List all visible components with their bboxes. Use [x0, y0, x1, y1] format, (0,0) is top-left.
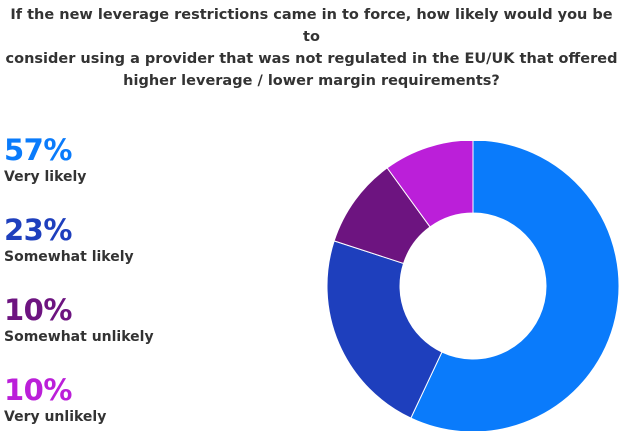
donut-slice-somewhat-likely [326, 240, 443, 419]
legend-item-somewhat-likely: 23% Somewhat likely [4, 213, 264, 266]
donut-chart [326, 141, 620, 431]
legend-value: 23% [4, 213, 72, 247]
legend-label: Very likely [4, 169, 87, 185]
legend-value: 57% [4, 133, 72, 167]
legend-item-very-unlikely: 10% Very unlikely [4, 373, 264, 426]
legend-item-very-likely: 57% Very likely [4, 133, 264, 186]
legend-item-somewhat-unlikely: 10% Somewhat unlikely [4, 293, 264, 346]
legend-label: Somewhat unlikely [4, 329, 154, 345]
donut-slice-very-likely [410, 141, 620, 431]
legend-value: 10% [4, 373, 72, 407]
legend-label: Somewhat likely [4, 249, 134, 265]
legend-value: 10% [4, 293, 72, 327]
chart-title: If the new leverage restrictions came in… [5, 7, 618, 89]
donut-slice-very-unlikely [386, 141, 474, 228]
legend-label: Very unlikely [4, 409, 107, 425]
